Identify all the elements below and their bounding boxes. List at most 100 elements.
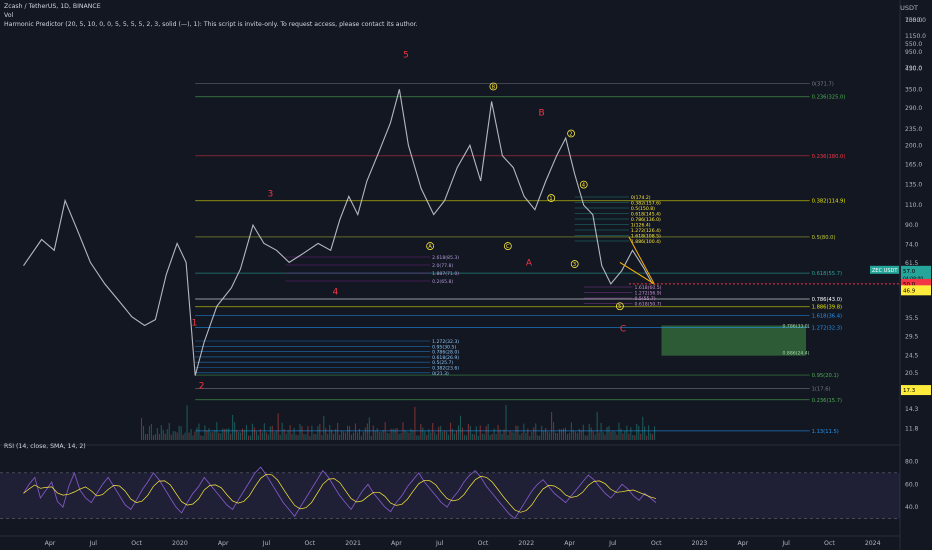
volume-bar xyxy=(247,435,250,440)
price-axis-tick: 200.0 xyxy=(905,142,922,149)
fib-level-label: 1.13(11.5) xyxy=(812,429,839,435)
volume-bar xyxy=(354,423,357,440)
wave-circle-label: 2 xyxy=(569,132,572,138)
volume-bar xyxy=(170,434,172,440)
wave-circle xyxy=(567,129,575,138)
volume-bar xyxy=(358,428,360,440)
volume-bar xyxy=(380,432,382,440)
indicator-label[interactable]: Harmonic Predictor (20, 5, 10, 0, 0, 5, … xyxy=(4,20,418,28)
volume-label[interactable]: Vol xyxy=(4,11,14,19)
volume-bar xyxy=(489,435,491,440)
volume-bar xyxy=(608,426,610,440)
volume-bar xyxy=(600,422,602,440)
time-axis-tick: 2021 xyxy=(345,540,361,547)
volume-bar xyxy=(455,430,458,440)
volume-bar xyxy=(392,429,394,440)
volume-bar xyxy=(501,433,503,440)
volume-bar xyxy=(604,434,606,440)
volume-bar xyxy=(469,425,471,440)
volume-bar xyxy=(366,423,368,440)
fib-lower-label: 1.618(60.5) xyxy=(635,285,662,291)
volume-bar xyxy=(531,431,533,440)
rsi-band xyxy=(0,472,900,519)
volume-bar xyxy=(186,405,188,440)
volume-bar xyxy=(309,435,311,440)
volume-bar xyxy=(422,427,424,440)
volume-bar xyxy=(406,431,408,440)
fib-level-label: 0.382(114.9) xyxy=(812,199,846,205)
price-axis-tick: 29.5 xyxy=(905,334,919,341)
wave-label: 1 xyxy=(192,318,198,328)
volume-bar xyxy=(521,432,523,440)
volume-bar xyxy=(626,425,628,440)
volume-bar xyxy=(293,427,295,440)
volume-bar xyxy=(331,429,333,440)
volume-bar xyxy=(596,411,598,440)
time-axis-tick: Oct xyxy=(824,540,835,547)
volume-bar xyxy=(295,434,297,440)
volume-bar xyxy=(251,423,253,440)
volume-bar xyxy=(343,431,345,440)
time-axis-tick: Apr xyxy=(737,540,748,547)
symbol-title[interactable]: Zcash / TetherUS, 1D, BINANCE xyxy=(4,3,101,10)
volume-bar xyxy=(337,422,339,440)
volume-bar xyxy=(307,426,309,440)
volume-bar xyxy=(408,432,410,440)
volume-bar xyxy=(350,434,353,440)
wave-label: B xyxy=(539,108,545,118)
volume-bar xyxy=(249,435,252,440)
volume-bar xyxy=(416,435,418,440)
time-axis-tick: Oct xyxy=(131,540,142,547)
volume-bar xyxy=(281,422,283,440)
volume-bar xyxy=(188,432,190,440)
volume-bar xyxy=(634,435,636,440)
volume-bar xyxy=(622,433,624,440)
price-axis-tick: 35.5 xyxy=(905,315,919,322)
volume-bar xyxy=(483,434,485,440)
volume-bar xyxy=(450,422,452,440)
fib-upper-label: 0.382(157.6) xyxy=(631,201,661,207)
time-axis-tick: Apr xyxy=(45,540,56,547)
price-axis-tick: 135.0 xyxy=(905,182,922,189)
volume-bar xyxy=(218,432,220,440)
wave-circle xyxy=(489,82,498,91)
volume-bar xyxy=(539,435,541,440)
fib-upper-label: 1.272(126.4) xyxy=(631,228,661,234)
volume-bar xyxy=(226,428,228,440)
wave-circle xyxy=(503,242,512,250)
volume-bar xyxy=(321,435,323,440)
volume-bar xyxy=(465,435,467,440)
volume-bar xyxy=(176,432,178,440)
volume-bar xyxy=(255,431,257,440)
volume-bar xyxy=(525,432,527,440)
volume-bar xyxy=(515,425,517,440)
volume-bar xyxy=(275,431,277,440)
rsi-label[interactable]: RSI (14, close, SMA, 14, 2) xyxy=(4,443,86,450)
volume-bar xyxy=(148,426,150,440)
volume-bar xyxy=(198,423,200,440)
volume-bar xyxy=(329,424,331,440)
volume-bar xyxy=(527,428,529,440)
fib-upper-label: 0.618(145.4) xyxy=(631,212,661,218)
price-axis-tick: 550.0 xyxy=(905,41,922,48)
volume-bar xyxy=(642,416,644,440)
volume-bar xyxy=(410,428,412,440)
volume-bar xyxy=(618,422,620,440)
volume-bar xyxy=(535,423,537,440)
volume-bar xyxy=(240,432,242,440)
time-axis-tick: Oct xyxy=(304,540,315,547)
volume-bar xyxy=(370,435,372,440)
fib-level-label: 0.786(43.0) xyxy=(812,297,842,303)
volume-bar xyxy=(568,432,570,440)
volume-bar xyxy=(513,432,515,440)
time-axis-tick: Apr xyxy=(218,540,229,547)
volume-bar xyxy=(588,424,590,440)
fib-upper-label: 0.5(150.8) xyxy=(631,206,655,212)
volume-bar xyxy=(378,431,380,440)
volume-bar xyxy=(364,427,366,440)
volume-bar xyxy=(624,430,626,440)
price-tag xyxy=(901,385,931,396)
volume-bar xyxy=(291,433,293,440)
volume-bar xyxy=(632,434,634,440)
